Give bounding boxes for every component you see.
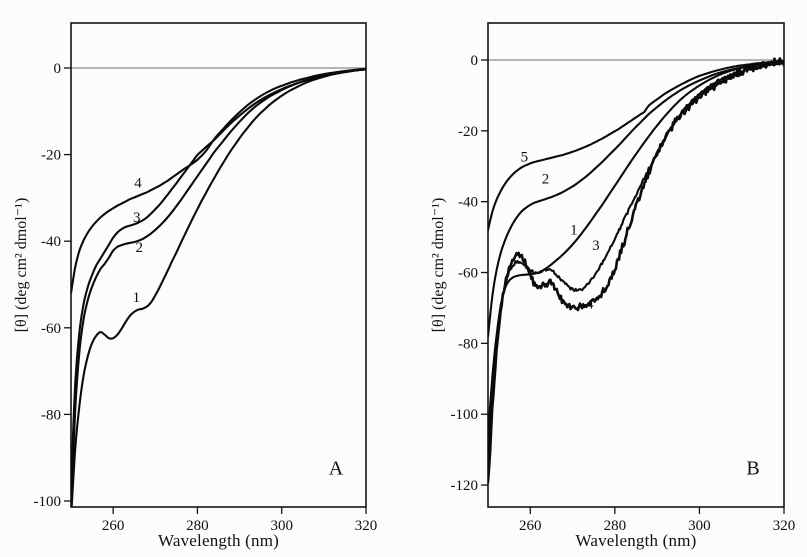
curve-B-5: [488, 60, 784, 232]
y-tick-label-A: -100: [34, 494, 62, 510]
curve-label-A-1: 1: [133, 290, 141, 306]
curve-label-A-4: 4: [134, 175, 142, 191]
x-axis-title-panel-a: Wavelength (nm): [157, 531, 280, 550]
curve-A-3: [71, 68, 366, 490]
y-tick-label-A: -60: [41, 321, 61, 337]
x-axis-title-panel-b: Wavelength (nm): [575, 531, 697, 550]
curve-label-B-5: 5: [521, 150, 529, 166]
x-tick-label-A: 260: [102, 518, 125, 534]
plot-frame-A: [70, 22, 367, 508]
y-tick-label-A: -20: [41, 148, 61, 164]
x-tick-label-B: 320: [773, 518, 796, 534]
x-tick-label-A: 280: [186, 518, 209, 534]
y-axis-title-panel-a: [θ] (deg cm² dmol⁻¹): [13, 197, 30, 333]
curve-B-4: [488, 57, 784, 484]
curve-A-1: [71, 68, 366, 507]
x-tick-label-B: 300: [688, 518, 711, 534]
curve-label-A-2: 2: [136, 240, 144, 256]
curve-A-2: [71, 68, 366, 507]
curve-label-B-1: 1: [570, 222, 578, 238]
panel-letter-a: A: [328, 457, 344, 480]
y-tick-label-B: -60: [458, 266, 478, 282]
y-tick-label-B: -120: [451, 478, 479, 494]
x-tick-label-A: 320: [355, 518, 378, 534]
x-tick-label-A: 300: [270, 518, 293, 534]
y-tick-label-B: -80: [458, 336, 478, 352]
curve-label-A-3: 3: [133, 210, 141, 226]
plot-frame-B: [487, 22, 785, 508]
curve-label-B-3: 3: [592, 238, 600, 254]
y-tick-label-A: -40: [41, 234, 61, 250]
y-tick-label-B: -40: [458, 195, 478, 211]
y-tick-label-B: 0: [471, 53, 479, 69]
curve-label-B-4: 4: [586, 297, 594, 313]
y-tick-label-A: -80: [41, 407, 61, 423]
x-tick-label-B: 260: [519, 518, 542, 534]
y-tick-label-A: 0: [54, 61, 62, 77]
curve-B-2: [488, 60, 784, 338]
y-tick-label-B: -100: [451, 407, 479, 423]
x-tick-label-B: 280: [604, 518, 627, 534]
curve-A-4: [71, 67, 366, 295]
y-tick-label-B: -20: [458, 124, 478, 140]
y-axis-title-panel-b: [θ] (deg cm² dmol⁻¹): [430, 197, 447, 333]
curve-label-B-2: 2: [542, 171, 550, 187]
panel-letter-b: B: [746, 457, 760, 480]
curve-B-3: [488, 60, 784, 463]
